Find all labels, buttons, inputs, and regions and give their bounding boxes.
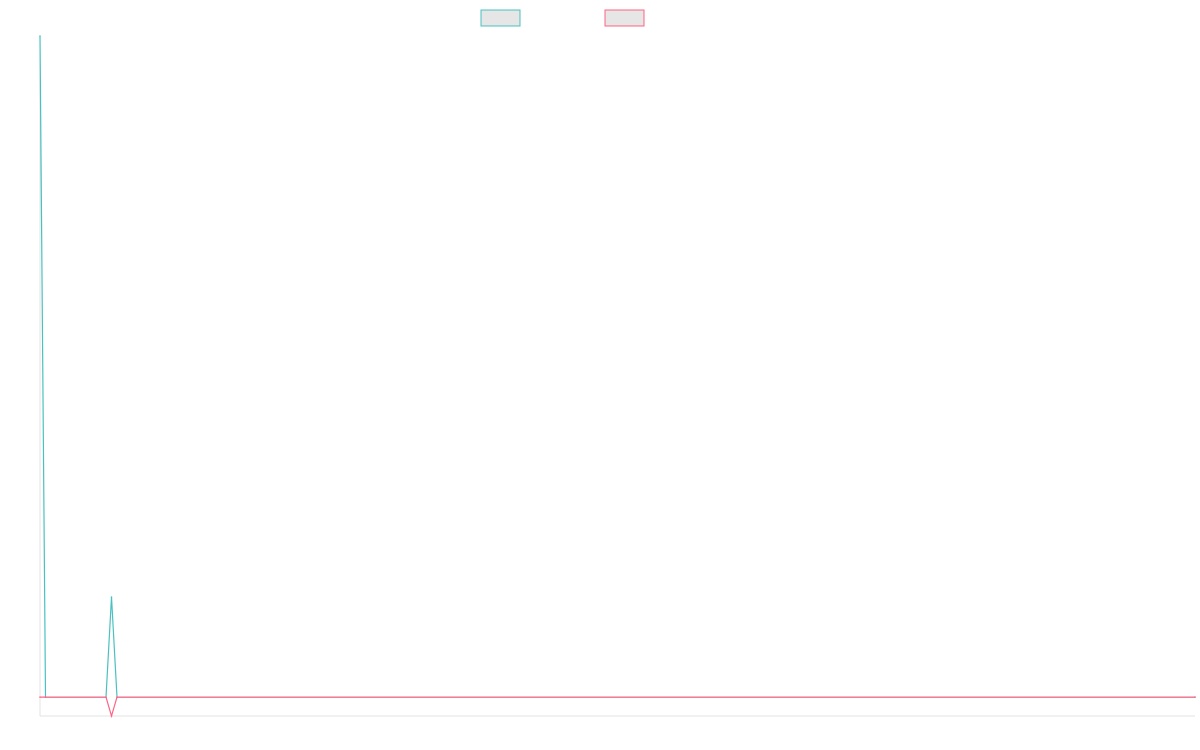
legend-swatch-1[interactable] (480, 9, 521, 27)
series-layer (39, 35, 1196, 719)
series-2-point-5 (116, 696, 118, 698)
series-2-point-6 (1194, 696, 1196, 698)
legend-swatch-2[interactable] (604, 9, 645, 27)
series-2-point-2 (44, 696, 47, 698)
series-1-point-1 (39, 35, 41, 37)
series-2-point-4 (110, 715, 113, 717)
series-2-point-3 (105, 696, 107, 698)
series-line-1 (39, 35, 1195, 698)
legend (480, 9, 645, 27)
series-2-point-1 (39, 696, 41, 698)
series-line-2 (40, 696, 1195, 719)
series-1-point-4 (110, 596, 113, 598)
axes (39, 36, 1195, 717)
